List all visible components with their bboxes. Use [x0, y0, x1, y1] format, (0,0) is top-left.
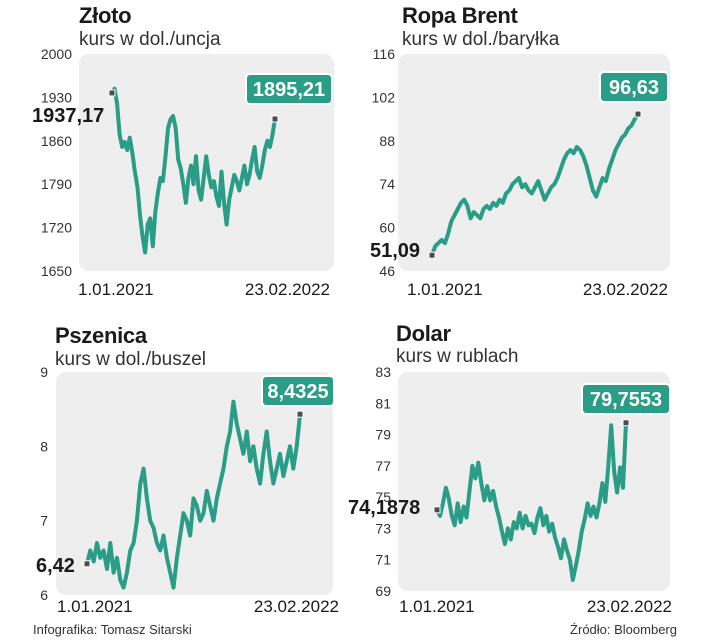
end-value-label: 1895,21 — [253, 79, 325, 101]
y-tick-label: 1860 — [41, 133, 72, 149]
start-value-label: 51,09 — [370, 240, 420, 262]
y-tick-label: 2000 — [41, 46, 72, 62]
end-value-label: 79,7553 — [590, 389, 662, 411]
start-marker — [433, 506, 441, 514]
x-tick-label: 23.02.2022 — [254, 597, 339, 616]
y-tick-label: 83 — [375, 364, 391, 380]
chart-title: Pszenica — [55, 323, 147, 348]
y-tick-label: 1790 — [41, 176, 72, 192]
chart-group-1: 116 102 88 74 60 46 1.01.2021 23.02.2022 51,09 96… — [370, 46, 670, 299]
x-tick-label: 1.01.2021 — [399, 597, 475, 616]
y-tick-label: 74 — [379, 176, 395, 192]
start-marker — [83, 560, 91, 568]
y-tick-label: 102 — [372, 89, 396, 105]
y-tick-label: 8 — [40, 438, 48, 454]
start-marker — [428, 251, 436, 259]
y-tick-label: 116 — [373, 46, 396, 62]
end-marker — [622, 419, 630, 427]
y-tick-label: 69 — [375, 583, 391, 599]
chart-title: Ropa Brent — [402, 3, 518, 28]
series-line — [110, 86, 277, 255]
x-tick-label: 23.02.2022 — [583, 280, 668, 299]
x-tick-label: 1.01.2021 — [57, 597, 133, 616]
series-line — [85, 399, 302, 590]
y-tick-label: 81 — [375, 395, 391, 411]
x-tick-label: 1.01.2021 — [407, 280, 483, 299]
chart-subtitle: kurs w dol./buszel — [55, 349, 207, 370]
x-tick-label: 23.02.2022 — [245, 280, 330, 299]
chart-group-2: 9 8 7 6 1.01.2021 23.02.2022 6,42 8,4325 — [36, 364, 339, 616]
end-value-label: 96,63 — [609, 77, 659, 99]
chart-title: Złoto — [79, 3, 132, 28]
start-value-label: 1937,17 — [32, 105, 104, 127]
y-tick-label: 71 — [375, 552, 391, 568]
y-tick-label: 6 — [40, 587, 48, 603]
series-line — [435, 420, 628, 582]
end-value-callout — [261, 375, 335, 407]
end-value-label: 8,4325 — [267, 381, 328, 403]
y-tick-label: 77 — [375, 458, 391, 474]
end-value-callout — [599, 71, 669, 103]
source-credit: Źródło: Bloomberg — [570, 622, 677, 637]
start-value-label: 6,42 — [36, 555, 75, 577]
y-tick-label: 79 — [375, 427, 391, 443]
y-tick-label: 60 — [379, 220, 395, 236]
plot-background — [398, 54, 670, 271]
y-tick-label: 75 — [375, 489, 391, 505]
chart-subtitle: kurs w dol./baryłka — [402, 29, 560, 50]
y-tick-label: 1720 — [41, 220, 72, 236]
y-tick-label: 1930 — [41, 89, 72, 105]
infographic-credit: Infografika: Tomasz Sitarski — [33, 622, 192, 637]
x-tick-label: 23.02.2022 — [587, 597, 672, 616]
y-tick-label: 46 — [379, 263, 395, 279]
y-tick-label: 88 — [379, 133, 395, 149]
chart-subtitle: kurs w dol./uncja — [79, 29, 221, 50]
start-marker — [108, 89, 116, 97]
chart-group-3: 83 81 79 77 75 73 71 69 1.01.2021 23.02.2022 74,18… — [348, 364, 672, 616]
end-value-callout — [245, 73, 333, 105]
chart-title: Dolar — [396, 321, 451, 346]
end-value-callout — [581, 383, 671, 415]
start-value-label: 74,1878 — [348, 497, 420, 519]
y-tick-label: 7 — [40, 513, 48, 529]
y-tick-label: 9 — [40, 364, 48, 380]
y-tick-label: 1650 — [41, 263, 72, 279]
y-tick-label: 73 — [375, 520, 391, 536]
end-marker — [634, 110, 642, 118]
plot-background — [56, 372, 333, 595]
plot-background — [398, 372, 670, 591]
series-line — [430, 112, 640, 258]
x-tick-label: 1.01.2021 — [78, 280, 154, 299]
end-marker — [296, 410, 304, 418]
end-marker — [271, 115, 279, 123]
chart-group-0: 2000 1930 1860 1790 1720 1650 1.01.2021 23.02.2… — [32, 46, 334, 299]
chart-subtitle: kurs w rublach — [396, 346, 519, 367]
